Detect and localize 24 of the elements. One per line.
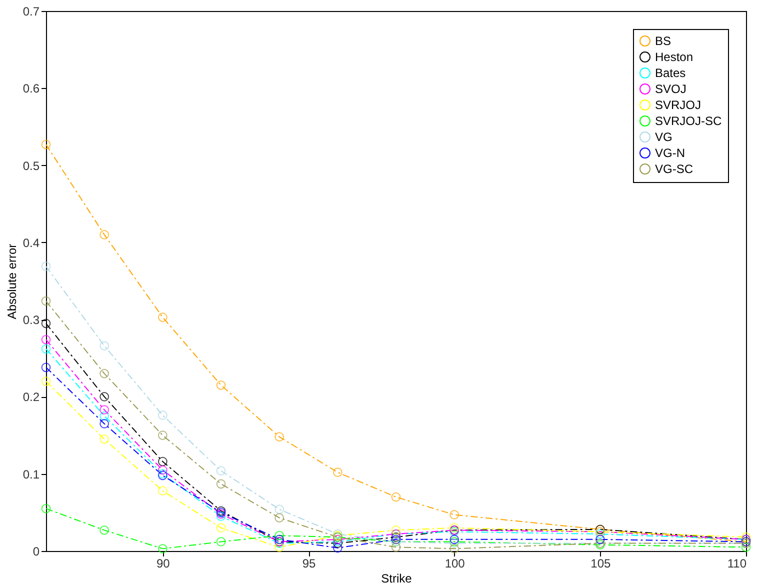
y-tick-label: 0 bbox=[32, 544, 40, 558]
y-tick-label: 0.4 bbox=[22, 236, 40, 250]
x-tick-label: 105 bbox=[590, 556, 611, 570]
x-axis-title: Strike bbox=[381, 572, 412, 585]
y-tick-label: 0.1 bbox=[22, 467, 40, 482]
legend-label: VG bbox=[655, 130, 672, 144]
y-axis-title: Absolute error bbox=[4, 244, 19, 320]
x-tick-label: 95 bbox=[302, 556, 316, 570]
legend-label: SVRJOJ-SC bbox=[655, 114, 722, 128]
x-tick-label: 100 bbox=[444, 556, 466, 570]
y-tick-label: 0.5 bbox=[22, 158, 40, 173]
legend-label: SVOJ bbox=[655, 82, 686, 96]
legend-label: VG-SC bbox=[655, 162, 694, 176]
legend-label: BS bbox=[655, 34, 672, 48]
legend-label: SVRJOJ bbox=[655, 98, 702, 112]
x-tick-label: 90 bbox=[156, 556, 170, 570]
legend-label: Bates bbox=[655, 66, 686, 80]
y-tick-label: 0.6 bbox=[22, 82, 40, 96]
x-tick-label: 110 bbox=[727, 556, 747, 570]
legend-label: Heston bbox=[655, 50, 694, 64]
y-tick-label: 0.3 bbox=[22, 313, 40, 328]
y-tick-label: 0.7 bbox=[22, 4, 40, 18]
legend-label: VG-N bbox=[655, 146, 685, 160]
y-tick-label: 0.2 bbox=[22, 390, 40, 404]
